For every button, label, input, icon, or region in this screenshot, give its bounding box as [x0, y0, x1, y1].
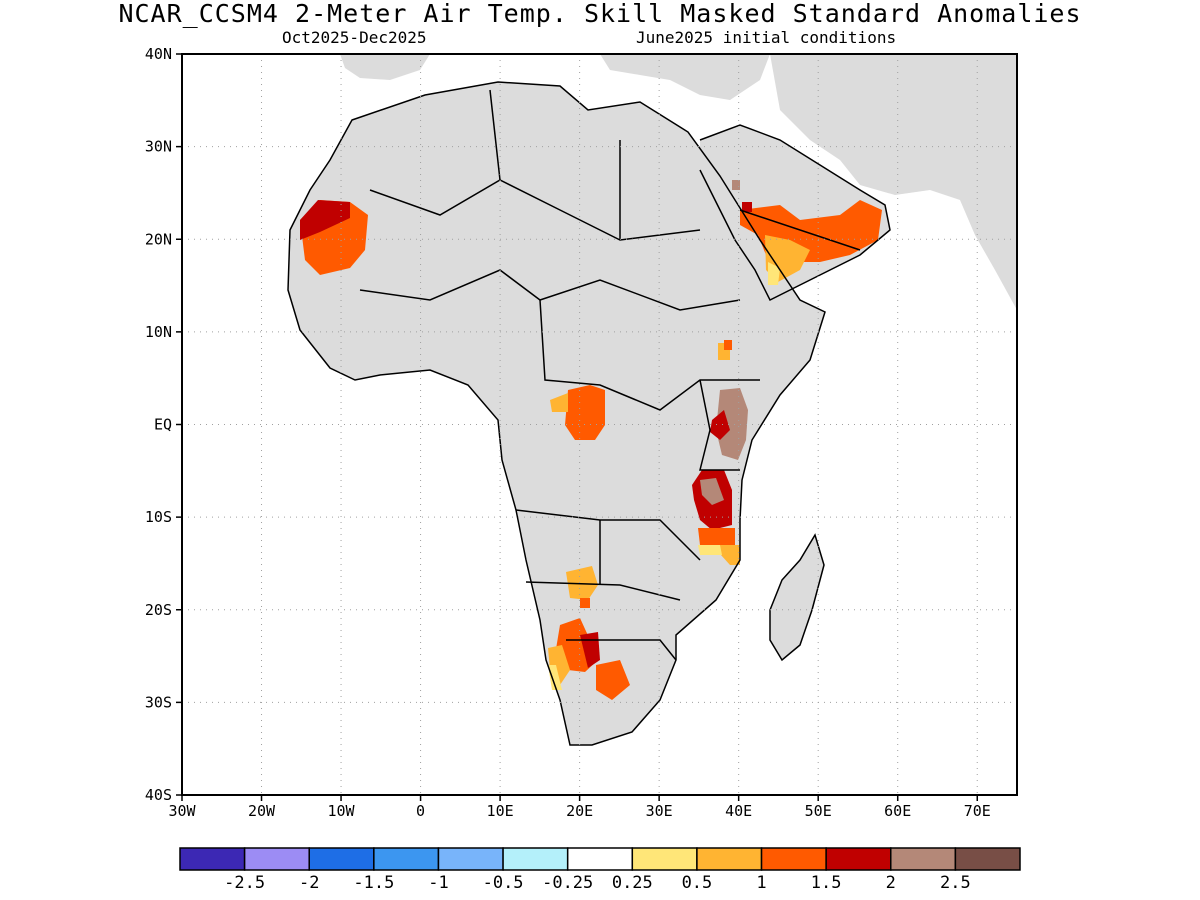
latitude-tick-label: 20N — [145, 230, 172, 248]
map-title: NCAR_CCSM4 2-Meter Air Temp. Skill Maske… — [118, 0, 1082, 28]
colorbar-label: 2 — [886, 873, 896, 893]
anomaly-patches — [300, 180, 882, 700]
colorbar-swatch — [502, 847, 569, 871]
map-content — [287, 54, 1017, 746]
colorbar-swatch — [760, 847, 827, 871]
colorbar-swatch — [308, 847, 375, 871]
anomaly-patch-arabia — [732, 180, 740, 190]
africa-landmass — [288, 82, 825, 745]
anomaly-patch-tanzania — [698, 545, 722, 555]
anomaly-patch-kenya — [710, 410, 730, 440]
india-landmass — [960, 195, 1017, 310]
longitude-tick-label: 10E — [487, 802, 514, 820]
longitude-tick-label: 10W — [328, 802, 356, 820]
colorbar-swatch — [631, 847, 698, 871]
longitude-tick-label: 50E — [805, 802, 832, 820]
colorbar-label: 1 — [756, 873, 766, 893]
longitude-tick-label: 40E — [725, 802, 752, 820]
longitude-tick-label: 20W — [248, 802, 276, 820]
colorbar-label: -2 — [299, 873, 319, 893]
anomaly-patch-south-africa — [596, 660, 630, 700]
anomaly-patch-angola-namibia — [566, 566, 598, 600]
colorbar-label: -0.5 — [483, 873, 524, 893]
anomaly-patch-mauritania — [300, 200, 350, 240]
anomaly-patch-central-africa — [565, 385, 605, 440]
anomaly-patch-tanzania — [698, 528, 735, 545]
forecast-period-subtitle: Oct2025-Dec2025 — [282, 28, 427, 47]
longitude-axis: 30W 20W 10W 0 10E 20E 30E 40E 50E 60E 70E — [168, 795, 991, 820]
iran-landmass — [770, 54, 1017, 230]
madagascar-landmass — [770, 535, 824, 660]
colorbar-swatch — [696, 847, 763, 871]
latitude-tick-label: EQ — [154, 416, 172, 434]
anomaly-patch-kenya — [716, 388, 748, 460]
colorbar-swatch — [566, 847, 634, 871]
colorbar-swatch — [373, 847, 440, 871]
anomaly-patch-tanzania — [700, 478, 724, 505]
latitude-tick-label: 10N — [145, 323, 172, 341]
colorbar-swatch — [179, 847, 246, 871]
iberia-landmass — [340, 54, 430, 80]
colorbar-swatch — [954, 847, 1021, 871]
colorbar-swatch — [825, 847, 892, 871]
longitude-tick-label: 20E — [566, 802, 593, 820]
anomaly-patch-angola-namibia — [580, 598, 590, 608]
colorbar-label: -1 — [428, 873, 448, 893]
latitude-tick-label: 10S — [145, 508, 172, 526]
anomaly-patch-arabia — [768, 262, 780, 285]
colorbar: -2.5 -2 -1.5 -1 -0.5 -0.25 0.25 0.5 1 1.5 2 2.5 — [179, 847, 1021, 893]
latitude-tick-label: 40S — [145, 786, 172, 804]
colorbar-label: 2.5 — [940, 873, 971, 893]
longitude-tick-label: 70E — [964, 802, 991, 820]
colorbar-label: -1.5 — [353, 873, 394, 893]
colorbar-label: 0.5 — [682, 873, 713, 893]
colorbar-label: 1.5 — [811, 873, 842, 893]
colorbar-swatch — [437, 847, 504, 871]
colorbar-swatch — [243, 847, 310, 871]
anomaly-patch-namibia — [548, 665, 562, 690]
longitude-tick-label: 30E — [646, 802, 673, 820]
europe-landmass — [600, 54, 770, 100]
colorbar-swatch — [890, 847, 957, 871]
initial-conditions-subtitle: June2025 initial conditions — [636, 28, 897, 47]
colorbar-label: -2.5 — [224, 873, 265, 893]
latitude-tick-label: 30S — [145, 693, 172, 711]
anomaly-patch-ethiopia — [724, 340, 732, 350]
longitude-tick-label: 30W — [168, 802, 196, 820]
longitude-tick-label: 0 — [416, 802, 425, 820]
longitude-tick-label: 60E — [884, 802, 911, 820]
coastlines-and-borders — [287, 81, 891, 746]
colorbar-label: 0.25 — [612, 873, 653, 893]
anomaly-patch-namibia — [580, 632, 600, 668]
latitude-axis: 40N 30N 20N 10N EQ 10S 20S 30S 40S — [145, 45, 182, 804]
anomaly-patch-central-africa — [550, 393, 568, 412]
latitude-tick-label: 40N — [145, 45, 172, 63]
latitude-tick-label: 20S — [145, 601, 172, 619]
anomaly-patch-arabia — [742, 202, 752, 212]
colorbar-label: -0.25 — [542, 873, 593, 893]
latitude-tick-label: 30N — [145, 138, 172, 156]
